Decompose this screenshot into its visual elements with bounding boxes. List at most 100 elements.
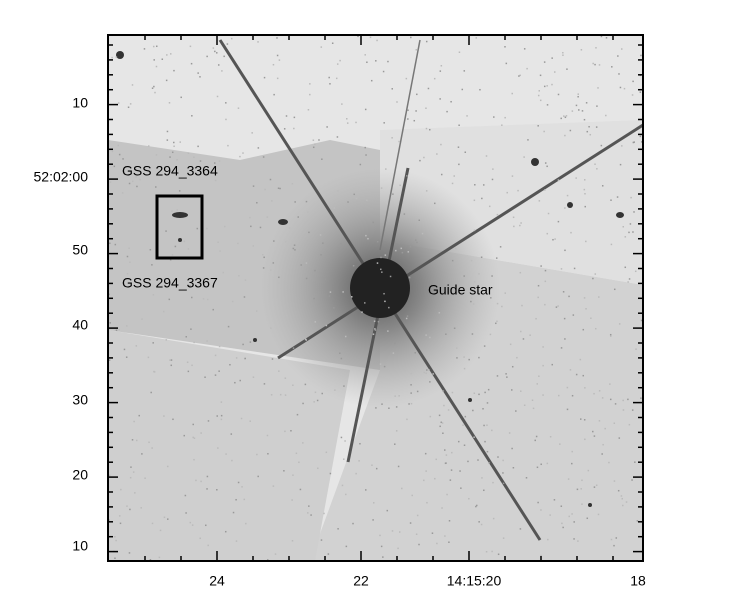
speckle [458, 124, 460, 127]
speckle [407, 368, 409, 370]
speckle [442, 390, 445, 392]
tick-labels: 10 52:02:00 50 40 30 20 10 24 22 14:15:20 18 [34, 95, 646, 589]
x-tick-label: 18 [630, 573, 646, 589]
speckle [155, 186, 157, 188]
speckle [344, 440, 346, 442]
speckle [453, 327, 456, 330]
speckle [163, 415, 165, 417]
speckle [206, 488, 208, 490]
speckle [631, 94, 634, 96]
speckle [270, 394, 273, 396]
speckle [425, 372, 427, 374]
speckle [375, 467, 378, 470]
speckle [586, 517, 589, 520]
speckle [592, 430, 594, 433]
speckle [440, 173, 443, 176]
speckle [488, 461, 490, 464]
speckle [561, 522, 563, 525]
speckle [396, 101, 398, 103]
y-tick-label: 10 [72, 95, 88, 111]
speckle [448, 541, 450, 543]
speckle [413, 119, 416, 122]
speckle [546, 104, 549, 106]
speckle [590, 317, 592, 320]
speckle [144, 477, 146, 479]
speckle [613, 422, 616, 424]
speckle [609, 335, 612, 337]
speckle [522, 338, 525, 340]
speckle [491, 550, 493, 553]
speckle [546, 462, 549, 465]
speckle [625, 501, 628, 503]
speckle [380, 256, 382, 259]
speckle [608, 461, 610, 464]
speckle [593, 392, 595, 395]
speckle [190, 62, 193, 65]
speckle [578, 109, 580, 111]
speckle [257, 41, 259, 43]
speckle [174, 245, 177, 248]
speckle [235, 498, 237, 501]
speckle [529, 334, 531, 336]
x-tick-label: 14:15:20 [447, 573, 502, 589]
speckle [519, 74, 521, 77]
speckle [566, 68, 568, 70]
speckle [552, 238, 554, 241]
speckle [230, 433, 233, 435]
speckle [204, 376, 206, 378]
x-tick-label: 24 [209, 573, 225, 589]
speckle [461, 88, 464, 91]
speckle [463, 356, 465, 358]
speckle [322, 242, 324, 244]
speckle [571, 513, 573, 515]
y-tick-label: 40 [72, 317, 88, 333]
speckle [410, 402, 413, 405]
speckle [567, 478, 570, 480]
speckle [523, 156, 525, 158]
speckle [327, 553, 330, 555]
speckle [620, 495, 623, 497]
speckle [189, 285, 191, 287]
speckle [379, 363, 382, 365]
speckle [475, 505, 477, 508]
speckle [435, 458, 438, 461]
speckle [585, 308, 587, 310]
speckle [486, 424, 488, 426]
speckle [622, 399, 624, 402]
speckle [337, 246, 340, 249]
speckle [328, 76, 330, 79]
speckle [484, 391, 486, 394]
speckle [440, 421, 443, 424]
speckle [564, 116, 567, 119]
speckle [217, 64, 220, 66]
speckle [398, 531, 401, 533]
speckle [466, 115, 468, 117]
speckle [231, 300, 234, 303]
speckle [379, 534, 381, 537]
speckle [191, 364, 193, 367]
speckle [478, 356, 480, 359]
speckle [547, 538, 549, 541]
speckle [126, 272, 129, 275]
speckle [161, 58, 164, 60]
speckle [384, 254, 387, 256]
speckle [158, 556, 161, 559]
speckle [564, 249, 566, 252]
speckle [579, 358, 582, 361]
speckle [611, 66, 613, 68]
speckle [377, 320, 380, 323]
speckle [628, 231, 630, 234]
speckle [527, 139, 529, 141]
speckle [232, 511, 235, 514]
speckle [221, 70, 223, 72]
speckle [640, 319, 643, 322]
speckle [230, 37, 233, 40]
speckle [538, 90, 540, 92]
speckle [438, 312, 441, 314]
speckle [566, 408, 569, 411]
speckle [331, 42, 334, 44]
speckle [394, 443, 396, 445]
speckle [225, 453, 227, 455]
speckle [555, 306, 558, 308]
speckle [126, 505, 128, 507]
